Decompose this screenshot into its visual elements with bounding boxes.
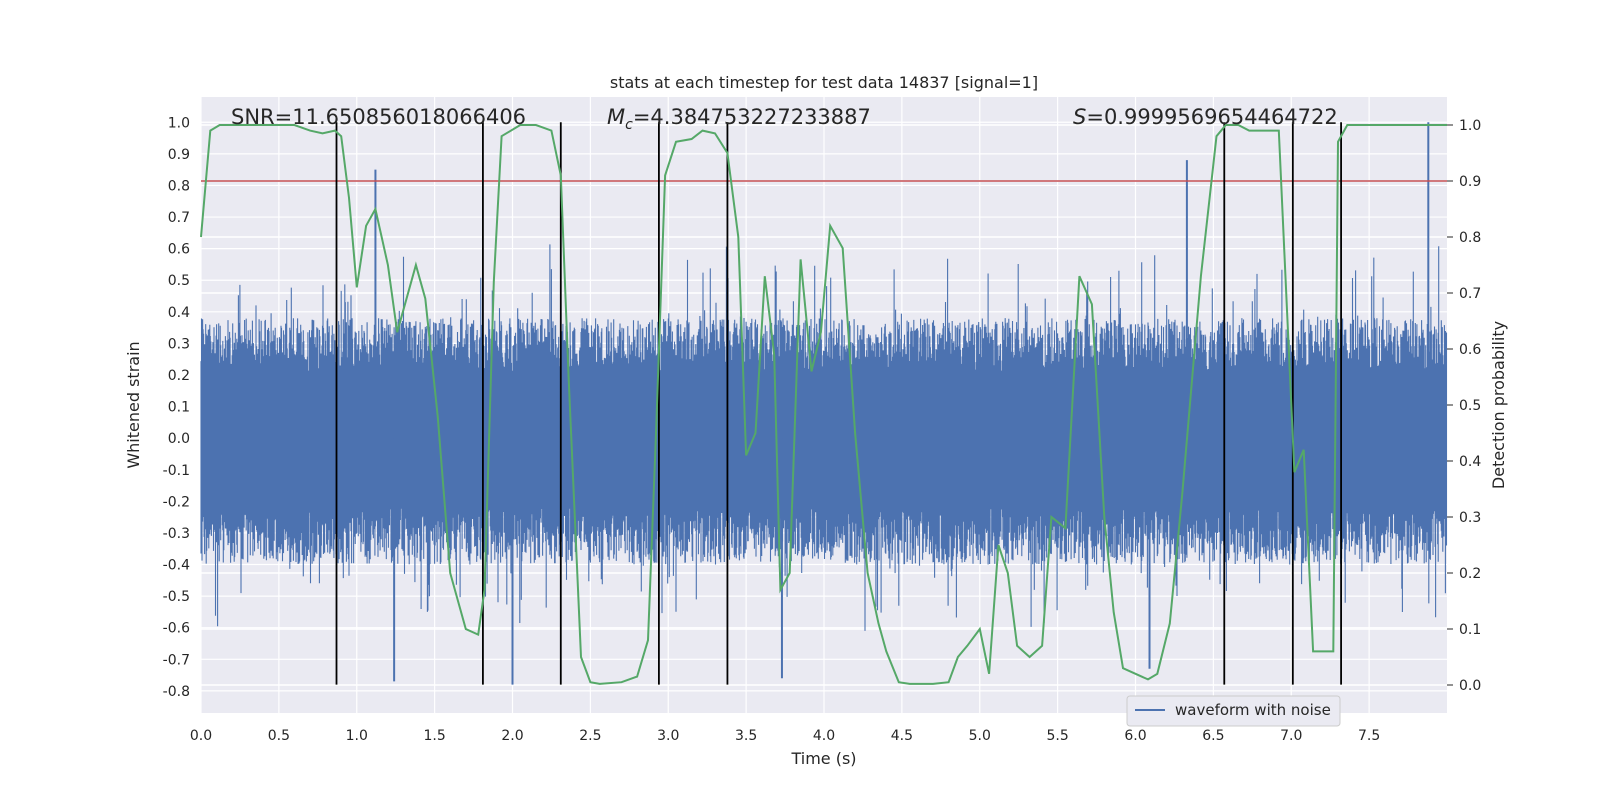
x-tick-label: 2.0 [501,728,523,744]
x-tick-label: 1.5 [423,728,445,744]
y-tick-label: -0.5 [163,589,190,605]
y-tick-label: 0.5 [168,273,190,289]
vertical-lines [335,122,1342,685]
y-tick-label: -0.2 [163,494,190,510]
y2-tick-label: 0.4 [1459,454,1481,470]
legend: waveform with noise [1126,695,1341,727]
y-tick-label: 0.8 [168,178,190,194]
y-tick-label: -0.3 [163,526,190,542]
y2-tick-label: 0.1 [1459,622,1481,638]
y2-tick-label: 0.9 [1459,174,1481,190]
probability-layer [200,124,1447,685]
waveform-series [200,122,1448,685]
x-tick-label: 7.5 [1358,728,1380,744]
legend-box [1126,695,1341,727]
score-value: =0.9999569654464722 [1086,105,1337,129]
y2-tick-label: 1.0 [1459,118,1481,134]
y-tick-label: 0.6 [168,242,190,258]
chirp-mass-symbol: M [607,105,625,129]
y-axis-label: Whitened strain [124,341,143,468]
y-tick-label: 0.0 [168,431,190,447]
y2-tick-label: 0.3 [1459,510,1481,526]
x-axis-label: Time (s) [790,749,856,768]
score-annotation: S=0.9999569654464722 [1073,105,1338,129]
y-tick-label: 0.3 [168,336,190,352]
y2-tick-label: 0.8 [1459,230,1481,246]
x-tick-label: 5.5 [1046,728,1068,744]
y2-axis-label: Detection probability [1489,321,1508,489]
x-tick-label: 5.0 [969,728,991,744]
x-tick-label: 4.5 [891,728,913,744]
y2-tick-label: 0.0 [1459,678,1481,694]
y-tick-label: 0.1 [168,400,190,416]
y2-tick-label: 0.5 [1459,398,1481,414]
snr-annotation: SNR=11.650856018066406 [231,105,526,129]
y2-tick-label: 0.6 [1459,342,1481,358]
x-tick-label: 6.5 [1202,728,1224,744]
y-tick-label: 0.4 [168,305,190,321]
waveform-line [200,244,1448,631]
chirp-mass-annotation: Mc=4.384753227233887 [607,105,871,133]
y-tick-label: 0.2 [168,368,190,384]
x-tick-label: 4.0 [813,728,835,744]
y-tick-label: 1.0 [168,115,190,131]
x-tick-label: 3.0 [657,728,679,744]
x-tick-label: 7.0 [1280,728,1302,744]
x-tick-label: 6.0 [1124,728,1146,744]
x-tick-label: 1.0 [346,728,368,744]
x-tick-label: 2.5 [579,728,601,744]
legend-label: waveform with noise [1175,701,1331,719]
y2-tick-label: 0.7 [1459,286,1481,302]
x-tick-label: 3.5 [735,728,757,744]
y-tick-label: 0.9 [168,147,190,163]
chirp-mass-value: =4.384753227233887 [633,105,871,129]
y-axis-ticks: -0.8 -0.7 -0.6 -0.5 -0.4 -0.3 -0.2 -0.1 0.0 0.1 0.… [163,115,190,700]
x-tick-label: 0.0 [190,728,212,744]
y-tick-label: -0.4 [163,558,190,574]
y-tick-label: -0.7 [163,652,190,668]
y2-axis-ticks: 0.0 0.1 0.2 0.3 0.4 0.5 0.6 0.7 0.8 0.9 1.0 [1447,118,1481,694]
y-tick-label: -0.1 [163,463,190,479]
chart-title: stats at each timestep for test data 148… [610,73,1038,92]
y-tick-label: 0.7 [168,210,190,226]
y2-tick-label: 0.2 [1459,566,1481,582]
x-axis-ticks: 0.0 0.5 1.0 1.5 2.0 2.5 3.0 3.5 4.0 4.5 5.0 5.5 6.0 6… [190,728,1380,744]
detection-probability-line [200,124,1447,685]
y-tick-label: -0.8 [163,684,190,700]
score-symbol: S [1073,105,1086,129]
chirp-mass-subscript: c [625,117,633,133]
y-tick-label: -0.6 [163,621,190,637]
x-tick-label: 0.5 [268,728,290,744]
